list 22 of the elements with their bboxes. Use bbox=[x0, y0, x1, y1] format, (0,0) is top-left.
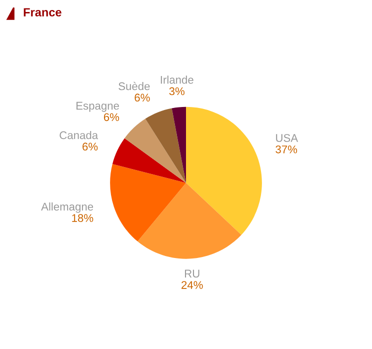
pie-slice bbox=[110, 164, 186, 242]
pie-slice bbox=[112, 138, 186, 183]
slice-label: Espagne bbox=[76, 102, 119, 112]
slice-label: Canada bbox=[60, 130, 98, 140]
slice-label: Irlande bbox=[160, 76, 194, 84]
data-label: 3% bbox=[169, 87, 184, 96]
data-label: 18% bbox=[72, 214, 94, 222]
data-label: 24% bbox=[182, 281, 203, 289]
chart-title: France bbox=[24, 8, 62, 16]
slice-label: RU bbox=[184, 270, 200, 278]
pie-slice bbox=[124, 118, 186, 183]
data-label: 6% bbox=[82, 142, 98, 151]
data-label: 6% bbox=[104, 113, 120, 122]
slice-label: USA bbox=[276, 134, 298, 142]
pie-slice bbox=[145, 108, 186, 183]
pie-slice bbox=[172, 106, 186, 183]
pie-slice bbox=[186, 106, 262, 235]
pie-slice bbox=[138, 182, 242, 259]
slice-label: Allemagne bbox=[41, 202, 94, 213]
data-label: 6% bbox=[134, 94, 150, 102]
data-label: 37% bbox=[276, 145, 298, 154]
slice-label: Suède bbox=[118, 82, 150, 90]
